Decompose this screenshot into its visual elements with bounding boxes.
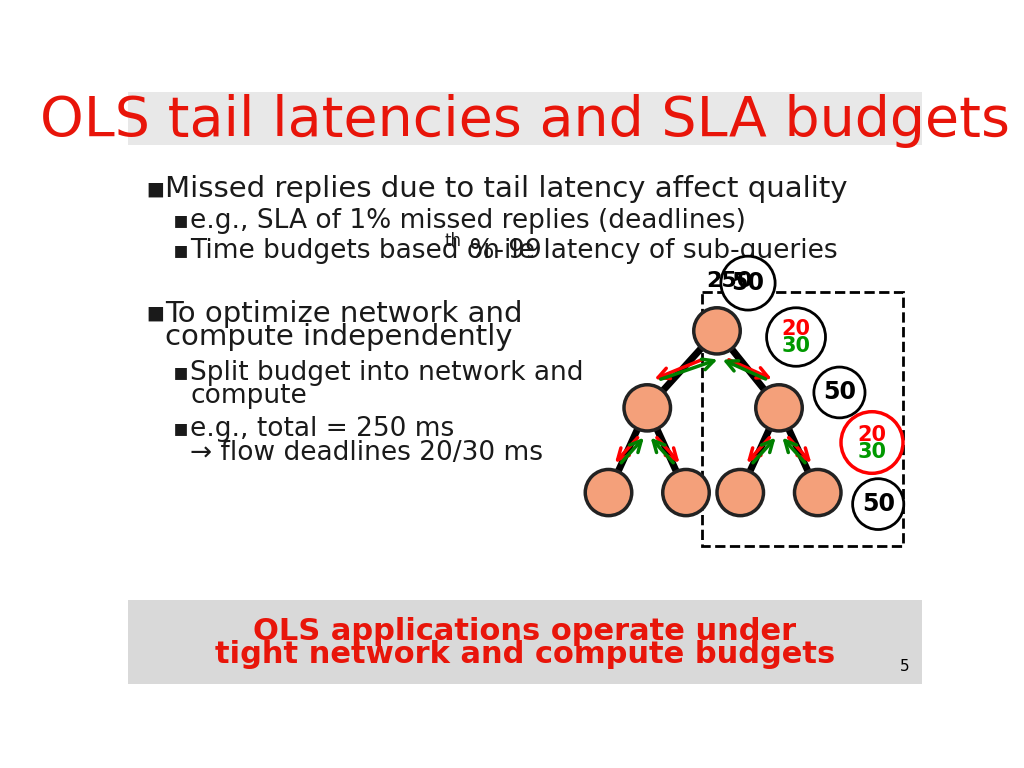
Text: e.g., SLA of 1% missed replies (deadlines): e.g., SLA of 1% missed replies (deadline… [190, 207, 745, 233]
Circle shape [795, 469, 841, 515]
Text: Time budgets based on 99: Time budgets based on 99 [190, 238, 542, 264]
Circle shape [853, 478, 904, 529]
Text: OLS tail latencies and SLA budgets: OLS tail latencies and SLA budgets [40, 94, 1010, 148]
Text: 50: 50 [823, 380, 856, 405]
Text: ▪: ▪ [145, 300, 165, 328]
Text: To optimize network and: To optimize network and [165, 300, 522, 328]
Text: ▪: ▪ [173, 360, 189, 384]
Text: 5: 5 [899, 658, 909, 674]
Circle shape [814, 367, 865, 418]
Circle shape [624, 385, 671, 431]
Text: th: th [444, 232, 461, 250]
Text: Missed replies due to tail latency affect quality: Missed replies due to tail latency affec… [165, 175, 848, 204]
Text: ▪: ▪ [145, 175, 165, 204]
Text: → flow deadlines 20/30 ms: → flow deadlines 20/30 ms [190, 440, 543, 466]
Text: compute: compute [190, 383, 307, 409]
Circle shape [756, 385, 802, 431]
Circle shape [721, 257, 775, 310]
Text: ▪: ▪ [173, 415, 189, 439]
Text: 20: 20 [857, 425, 887, 445]
Text: 50: 50 [731, 271, 765, 295]
Circle shape [767, 308, 825, 366]
Circle shape [841, 412, 903, 473]
Text: 250: 250 [707, 271, 753, 291]
Circle shape [693, 308, 740, 354]
Text: compute independently: compute independently [165, 323, 513, 351]
Circle shape [663, 469, 710, 515]
Bar [701, 293, 903, 547]
Text: Split budget into network and: Split budget into network and [190, 360, 584, 386]
Bar [128, 601, 922, 684]
Text: 20: 20 [781, 319, 811, 339]
Text: %-ile latency of sub-queries: %-ile latency of sub-queries [461, 238, 838, 264]
Text: ▪: ▪ [173, 238, 189, 263]
Circle shape [717, 469, 764, 515]
Circle shape [586, 469, 632, 515]
Text: tight network and compute budgets: tight network and compute budgets [215, 640, 835, 669]
Text: 50: 50 [862, 492, 895, 516]
Text: 30: 30 [781, 336, 811, 356]
Text: OLS applications operate under: OLS applications operate under [253, 617, 797, 646]
Text: 30: 30 [857, 442, 887, 462]
Text: e.g., total = 250 ms: e.g., total = 250 ms [190, 415, 455, 442]
Bar [128, 92, 922, 144]
Text: ▪: ▪ [173, 207, 189, 232]
